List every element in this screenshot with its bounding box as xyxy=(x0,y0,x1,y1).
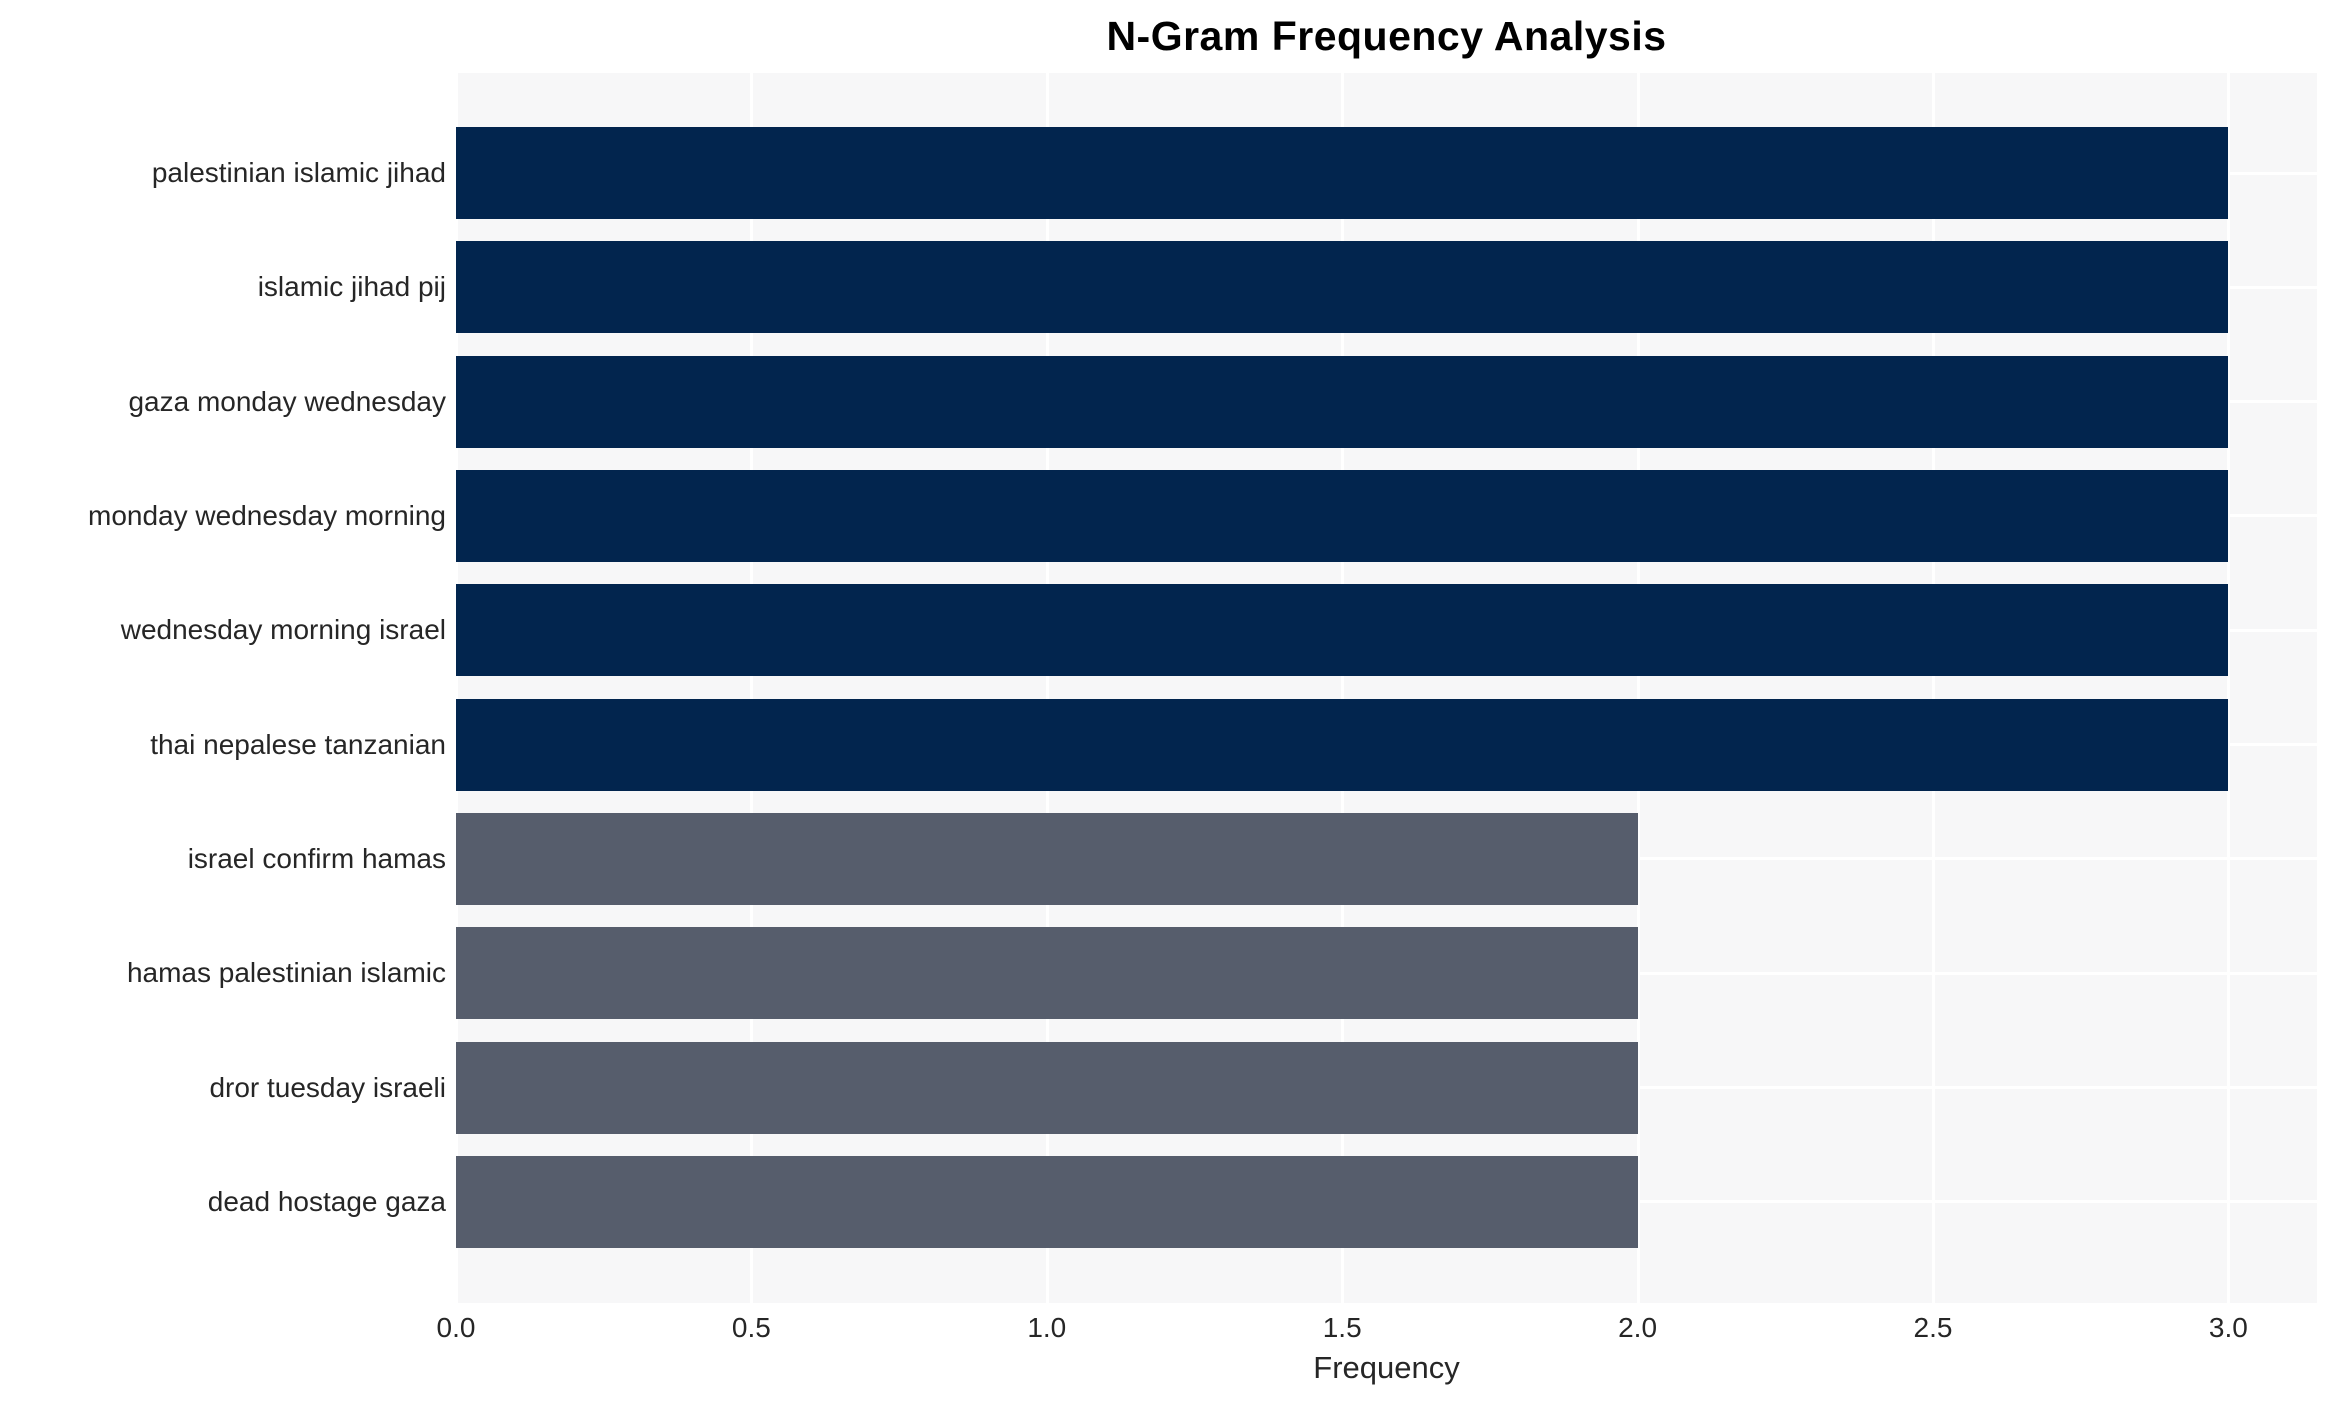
bar xyxy=(456,584,2229,677)
gridline-vertical xyxy=(1931,73,1935,1303)
y-tick-label: israel confirm hamas xyxy=(187,842,446,874)
x-tick-label: 2.0 xyxy=(1618,1312,1658,1343)
bar xyxy=(456,927,1638,1020)
x-tick-label: 0.0 xyxy=(436,1312,476,1343)
x-tick-label: 0.5 xyxy=(731,1312,771,1343)
bar xyxy=(456,241,2229,334)
bar xyxy=(456,812,1638,905)
gridline-vertical xyxy=(2227,73,2231,1303)
gridline-vertical xyxy=(750,73,754,1303)
y-tick-label: palestinian islamic jihad xyxy=(151,157,446,188)
bar xyxy=(456,469,2229,562)
gridline-vertical xyxy=(1636,73,1640,1303)
y-tick-label: wednesday morning israel xyxy=(120,614,446,646)
x-tick-label: 2.5 xyxy=(1913,1312,1953,1343)
bar xyxy=(456,1155,1638,1248)
y-tick-label: monday wednesday morning xyxy=(88,499,446,531)
y-tick-label: gaza monday wednesday xyxy=(128,385,446,417)
y-tick-label: dror tuesday israeli xyxy=(209,1071,446,1103)
gridline-vertical xyxy=(1341,73,1345,1303)
chart-title: N-Gram Frequency Analysis xyxy=(1106,13,1667,59)
y-tick-label: thai nepalese tanzanian xyxy=(150,728,446,760)
gridline-vertical xyxy=(456,73,458,1303)
bar xyxy=(456,1041,1638,1134)
y-tick-label: hamas palestinian islamic xyxy=(126,957,446,989)
bar xyxy=(456,698,2229,791)
y-tick-label: dead hostage gaza xyxy=(207,1185,446,1217)
bar xyxy=(456,355,2229,448)
x-tick-label: 3.0 xyxy=(2208,1312,2248,1343)
plot-area xyxy=(456,73,2317,1303)
y-tick-label: islamic jihad pij xyxy=(257,271,446,303)
gridline-vertical xyxy=(1045,73,1049,1303)
x-tick-label: 1.5 xyxy=(1322,1312,1362,1343)
x-axis-title: Frequency xyxy=(1313,1350,1460,1385)
x-tick-label: 1.0 xyxy=(1027,1312,1067,1343)
bar xyxy=(456,127,2229,219)
